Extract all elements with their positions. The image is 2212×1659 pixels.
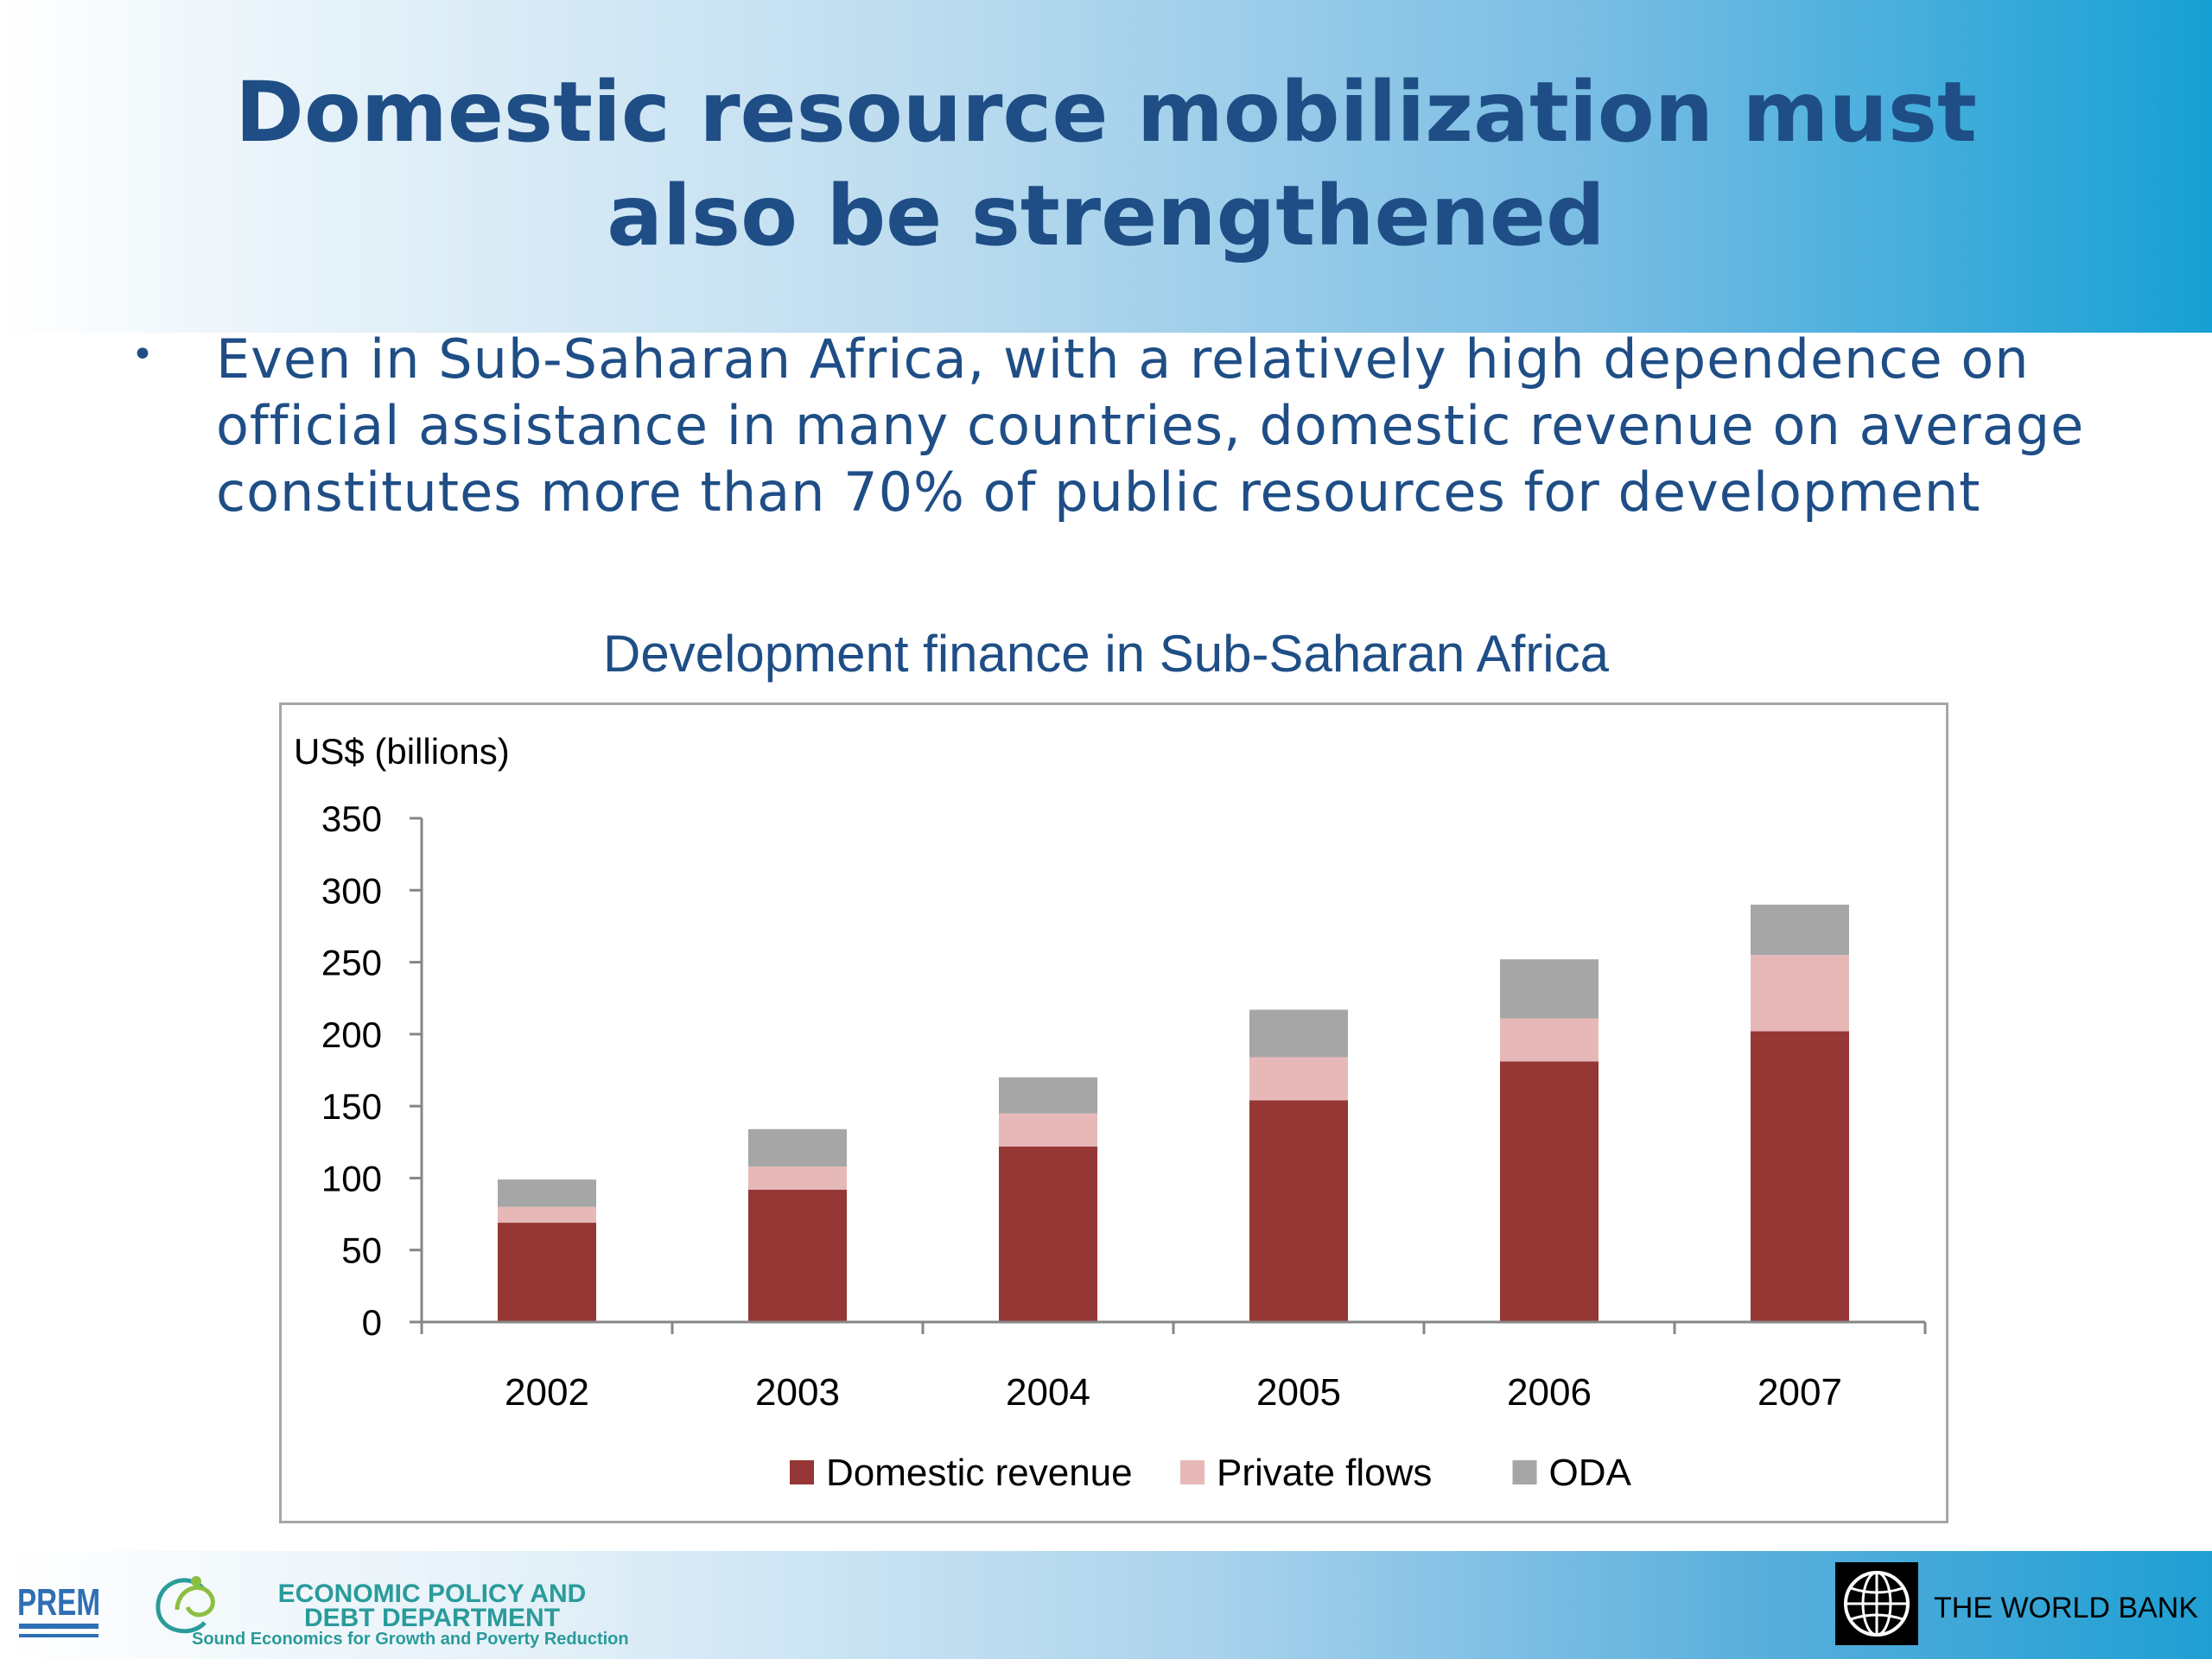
prem-logo-text: PREM — [17, 1581, 100, 1624]
bar-domestic-revenue-2005 — [1249, 1100, 1348, 1322]
bar-private-flows-2007 — [1751, 955, 1849, 1032]
title-banner — [0, 0, 2212, 333]
plot-area: US$ (billions) 0 50 100 150 200 250 300 350 2002 2… — [294, 731, 1927, 1494]
legend-swatch — [1512, 1460, 1537, 1484]
epd-tagline: Sound Economics for Growth and Poverty R… — [192, 1630, 629, 1649]
legend-label: Private flows — [1217, 1452, 1432, 1494]
bar-private-flows-2002 — [498, 1206, 596, 1224]
y-tick-label: 250 — [321, 943, 382, 983]
bar-domestic-revenue-2003 — [748, 1189, 847, 1322]
y-tick-label: 300 — [321, 870, 382, 911]
legend-label: Domestic revenue — [826, 1452, 1133, 1494]
x-tick-label: 2002 — [505, 1371, 589, 1414]
bar-domestic-revenue-2002 — [498, 1223, 596, 1322]
slide-title-line-1: Domestic resource mobilization must — [235, 64, 1977, 161]
x-tick-label: 2003 — [755, 1371, 840, 1414]
x-tick-label: 2006 — [1507, 1371, 1592, 1414]
slide-title: Domestic resource mobilization must also… — [104, 60, 2108, 268]
bar-oda-2003 — [748, 1128, 847, 1167]
bullet-marker: • — [131, 333, 154, 377]
bar-oda-2006 — [1500, 959, 1599, 1019]
bar-domestic-revenue-2006 — [1500, 1061, 1599, 1322]
y-tick-label: 50 — [341, 1230, 382, 1271]
legend-label: ODA — [1549, 1452, 1632, 1494]
y-tick-label: 100 — [321, 1158, 382, 1198]
legend-swatch — [790, 1460, 814, 1484]
bar-oda-2002 — [498, 1179, 596, 1207]
bar-oda-2007 — [1751, 904, 1849, 956]
y-tick-label: 150 — [321, 1086, 382, 1127]
bar-oda-2004 — [999, 1077, 1097, 1114]
bar-domestic-revenue-2007 — [1751, 1031, 1849, 1322]
x-tick-label: 2007 — [1758, 1371, 1842, 1414]
prem-logo-icon: PREM — [17, 1581, 100, 1637]
chart-title: Development finance in Sub-Saharan Afric… — [602, 625, 1610, 683]
bar-private-flows-2006 — [1500, 1018, 1599, 1062]
bar-private-flows-2003 — [748, 1166, 847, 1190]
epd-department-line-1: ECONOMIC POLICY AND — [277, 1580, 587, 1608]
x-tick-label: 2004 — [1006, 1371, 1090, 1414]
x-tick-label: 2005 — [1256, 1371, 1341, 1414]
world-bank-globe-icon — [1835, 1562, 1918, 1645]
bar-oda-2005 — [1249, 1009, 1348, 1058]
y-tick-label: 200 — [321, 1014, 382, 1055]
epd-department-line-2: DEBT DEPARTMENT — [303, 1604, 561, 1632]
world-bank-wordmark: THE WORLD BANK — [1934, 1592, 2199, 1624]
y-axis-label: US$ (billions) — [294, 731, 510, 772]
bar-private-flows-2005 — [1249, 1057, 1348, 1101]
y-tick-label: 350 — [321, 798, 382, 839]
chart-frame — [279, 702, 1948, 1523]
legend-swatch — [1180, 1460, 1205, 1484]
epd-logo-icon — [156, 1576, 215, 1634]
y-tick-label: 0 — [362, 1302, 382, 1343]
slide-title-line-2: also be strengthened — [607, 168, 1605, 264]
bullet-text: Even in Sub-Saharan Africa, with a relat… — [216, 327, 2085, 524]
bar-private-flows-2004 — [999, 1113, 1097, 1147]
bar-domestic-revenue-2004 — [999, 1146, 1097, 1322]
